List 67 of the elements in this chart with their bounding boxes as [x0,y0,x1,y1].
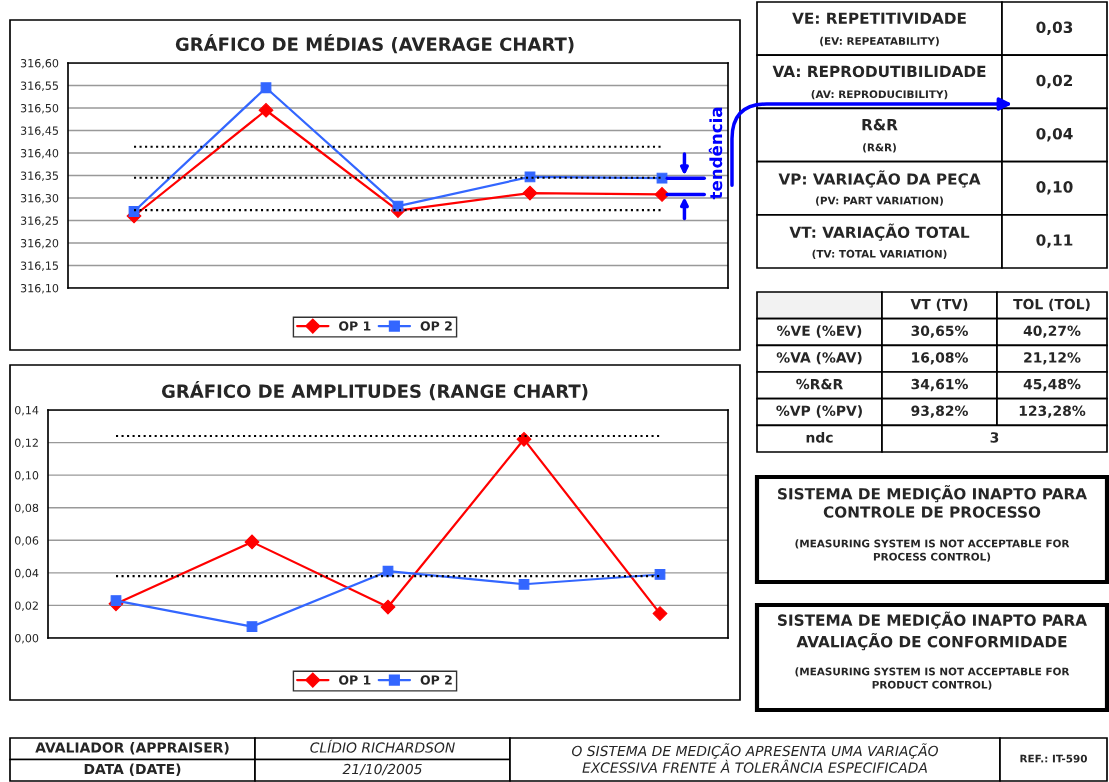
annotation: tendência [708,107,723,200]
text: 93,82% [911,405,968,418]
text: 30,65% [911,325,968,338]
y-tick-label: 0,00 [14,633,39,644]
text: VP: VARIAÇÃO DA PEÇA [778,170,981,188]
y-tick-label: 316,35 [20,171,58,182]
y-tick-label: 0,12 [14,438,38,449]
text: R&R [862,118,898,131]
y-tick-label: 0,06 [14,536,39,546]
text: (MEASURING SYSTEM IS NOT ACCEPTABLE FOR PRODUCT CONTROL) [795,667,1070,690]
text: SISTEMA DE MEDIÇÃO INAPTO PARA CONTROLE DE PROCESSO [778,485,1087,518]
y-tick-label: 316,55 [20,81,58,92]
text: (AV: REPRODUCIBILITY) [811,90,948,100]
text: 123,28% [1019,405,1086,418]
legend-label: OP 2 [420,675,452,685]
y-tick-label: 316,50 [20,103,59,114]
text: (EV: REPEATABILITY) [820,36,939,47]
text: %R&R [796,378,843,390]
chart-title: GRÁFICO DE MÉDIAS (AVERAGE CHART) [175,34,574,54]
text: VT: VARIAÇÃO TOTAL [789,223,970,241]
text: %VP (%PV) [776,405,862,418]
text: 34,61% [911,378,968,392]
text: 0,10 [1036,181,1073,195]
y-tick-label: 316,10 [20,283,59,294]
chart-title: GRÁFICO DE AMPLITUDES (RANGE CHART) [161,381,588,401]
text: 40,27% [1023,325,1081,338]
text: 45,48% [1023,378,1081,392]
text: O SISTEMA DE MEDIÇÃO APRESENTA UMA VARIAÇÃO EXCESSIVA FRENTE À TOLERÂNCIA ESPECIFICADA [571,743,939,773]
text: (TV: TOTAL VARIATION) [812,249,947,259]
y-tick-label: 0,14 [14,405,39,416]
legend-label: OP 1 [339,321,371,331]
text: VT (TV) [910,298,968,311]
text: %VA (%AV) [776,351,862,365]
text: 21,12% [1024,352,1081,365]
text: VE: REPETITIVIDADE [792,12,966,24]
y-tick-label: 316,45 [20,126,58,137]
y-tick-label: 316,30 [20,193,59,204]
text: TOL (TOL) [1013,298,1090,311]
text: ndc [806,431,833,443]
y-tick-label: 316,60 [20,58,59,69]
text: (R&R) [863,143,896,153]
text: (PV: PART VARIATION) [816,196,943,206]
y-tick-label: 0,08 [14,503,39,514]
text: VA: REPRODUTIBILIDADE [772,65,986,78]
text: 0,11 [1036,234,1073,248]
y-tick-label: 0,04 [14,568,39,579]
y-tick-label: 316,40 [20,148,59,159]
y-tick-label: 0,02 [14,601,38,611]
text: 0,03 [1036,21,1073,35]
y-tick-label: 316,20 [20,238,59,249]
text: SISTEMA DE MEDIÇÃO INAPTO PARA AVALIAÇÃO DE CONFORMIDADE [778,611,1087,651]
text: DATA (DATE) [84,763,181,776]
text: 16,08% [912,352,968,365]
text: CLÍDIO RICHARDSON [310,739,455,753]
text: (MEASURING SYSTEM IS NOT ACCEPTABLE FOR PROCESS CONTROL) [795,539,1070,562]
legend-label: OP 2 [420,321,452,331]
text: 0,04 [1036,127,1073,142]
text: 3 [990,432,999,443]
y-tick-label: 0,10 [14,471,39,481]
y-tick-label: 316,15 [20,261,58,272]
text: %VE (%EV) [777,325,862,338]
text: 0,02 [1036,74,1073,89]
text: REF.: IT-590 [1020,754,1087,763]
text: AVALIADOR (APPRAISER) [35,742,229,755]
y-tick-label: 316,25 [20,216,58,227]
legend-label: OP 1 [339,675,371,685]
text: 21/10/2005 [342,763,422,776]
